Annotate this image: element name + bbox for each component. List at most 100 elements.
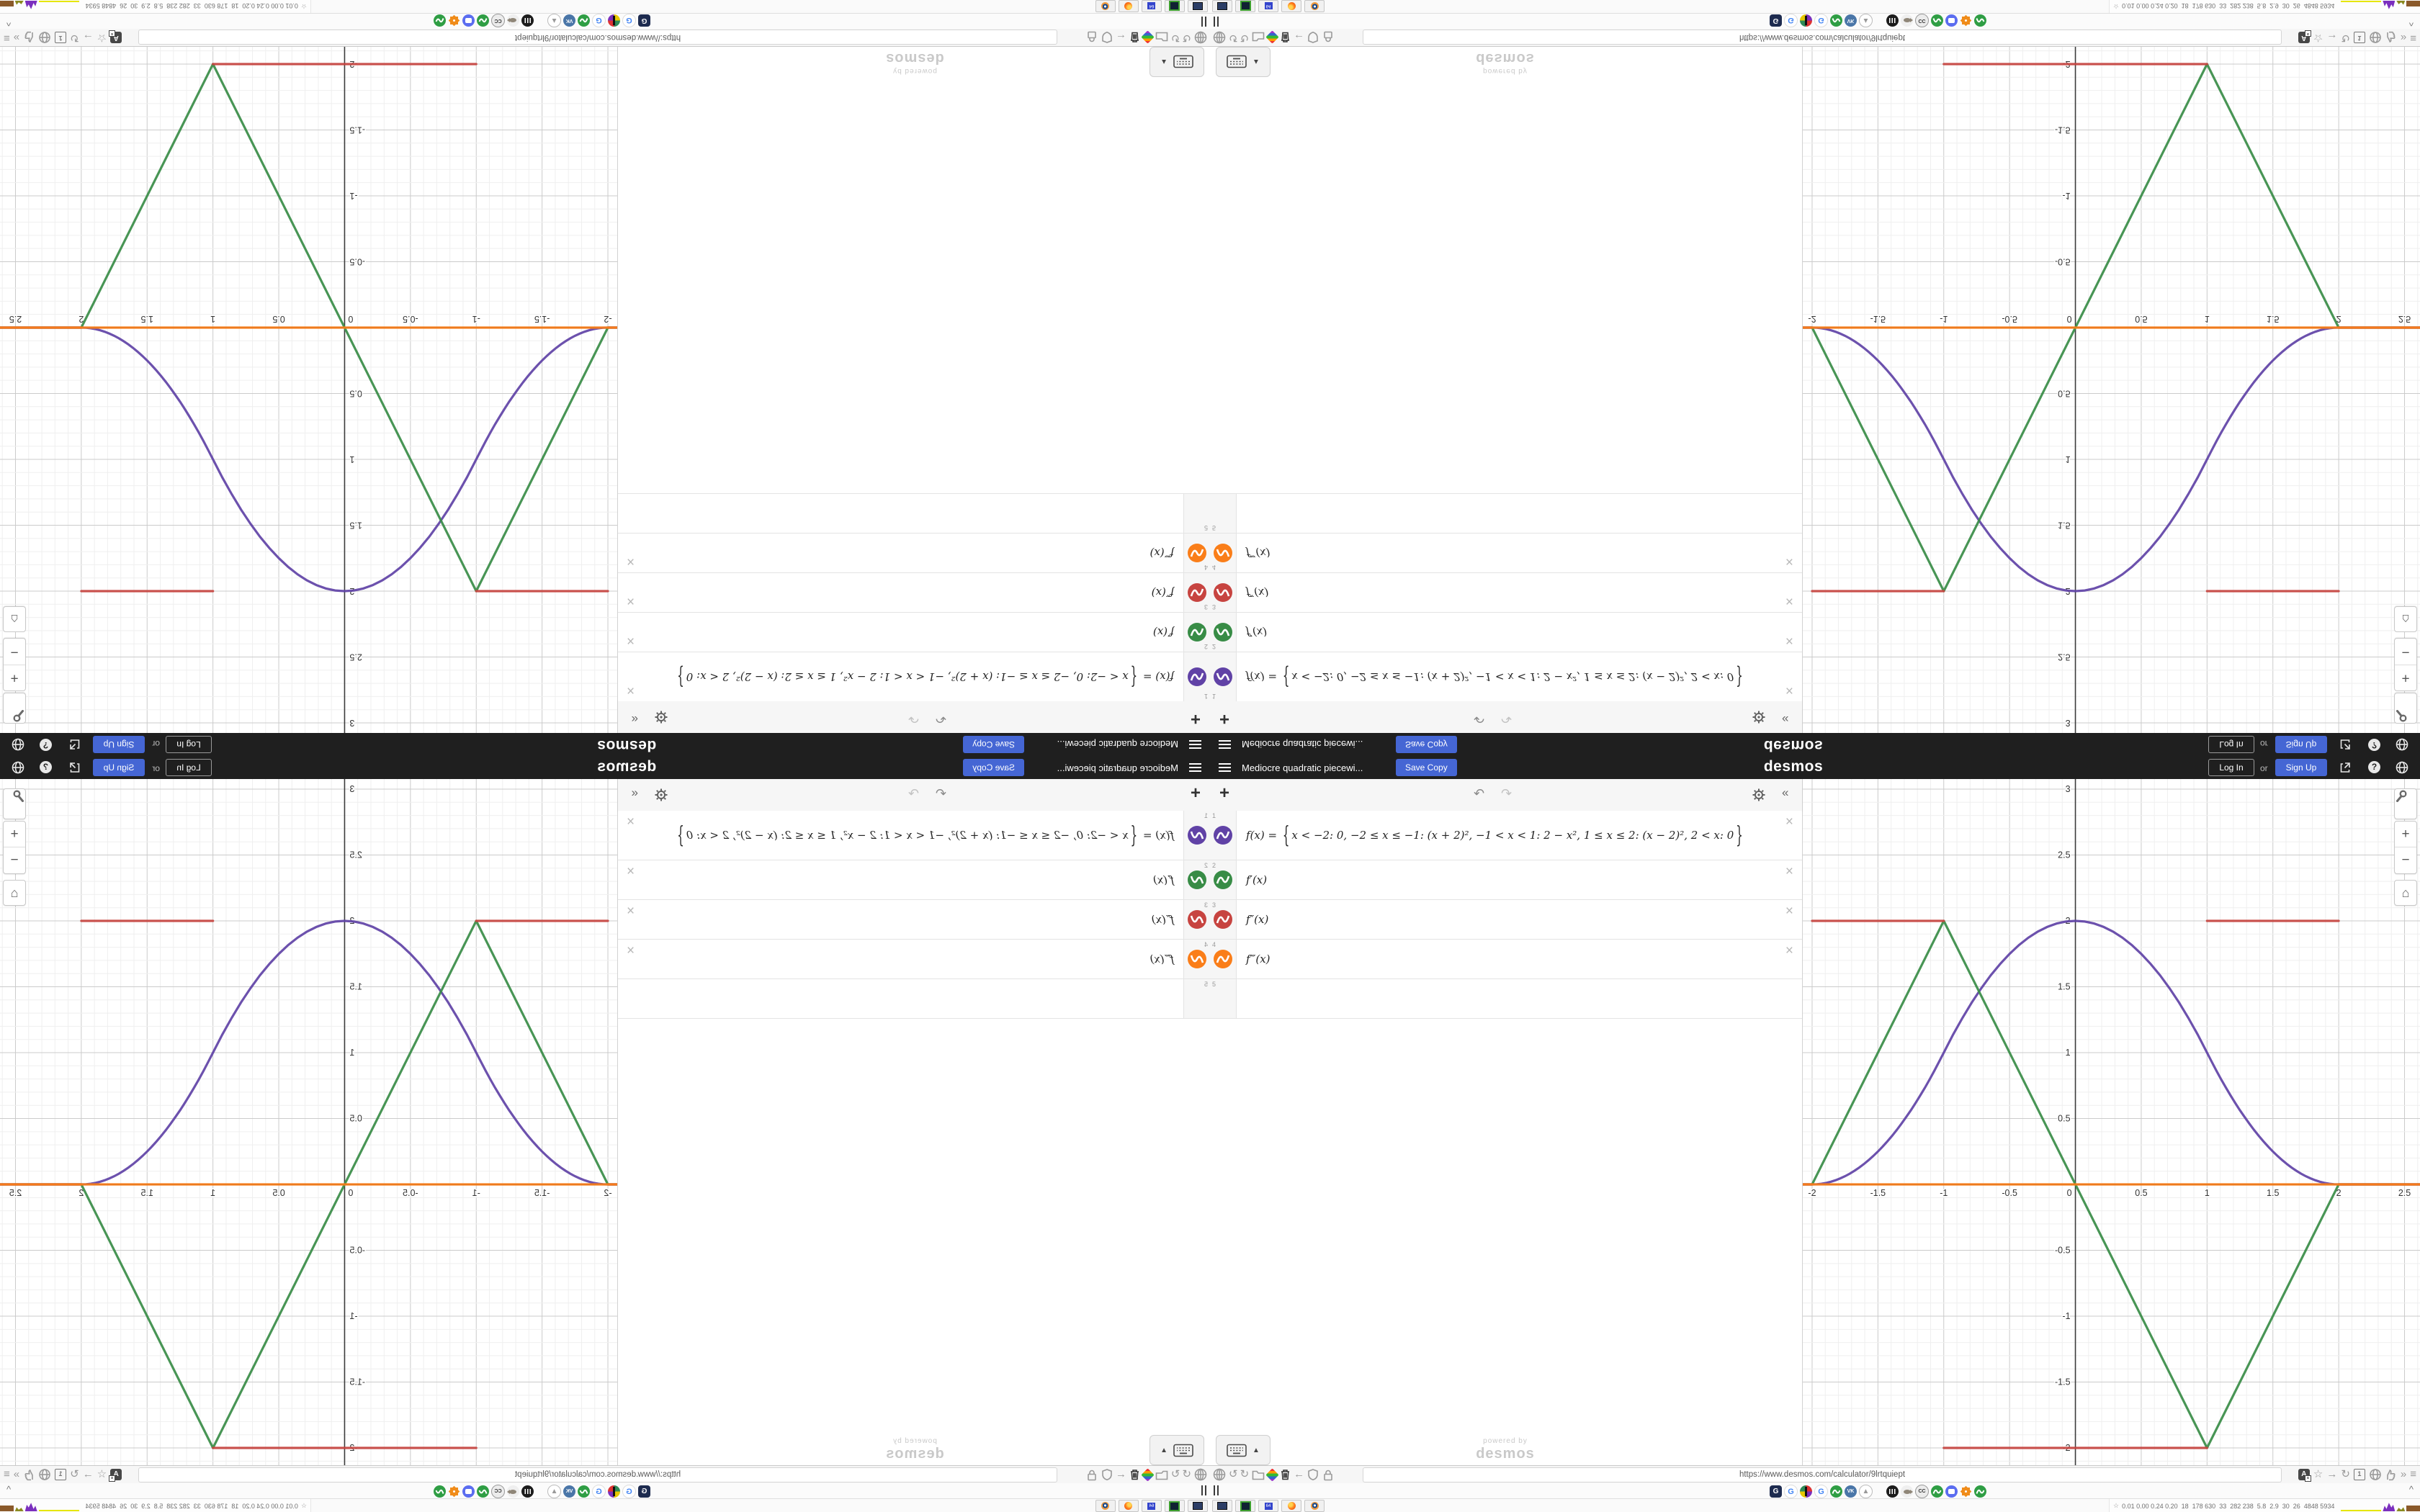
back-arrow-icon[interactable]: ←: [1294, 1468, 1305, 1480]
url-bar[interactable]: https://www.desmos.com/calculator/9lrtqu…: [138, 30, 1057, 45]
save-copy-button[interactable]: Save Copy: [963, 759, 1024, 776]
globe-icon[interactable]: [2369, 31, 2382, 44]
expression-latex[interactable]: f′(x): [1246, 626, 1268, 639]
expression-row[interactable]: 2 f′(x) ×: [1210, 612, 1802, 652]
archive-icon[interactable]: 1: [2353, 32, 2365, 43]
archive-icon[interactable]: 1: [55, 1469, 67, 1480]
save-copy-button[interactable]: Save Copy: [963, 736, 1024, 753]
menu-lines-icon[interactable]: ≡: [2410, 32, 2416, 44]
extension-icon-g-app[interactable]: G: [1770, 14, 1782, 27]
bookmark-star-icon[interactable]: ☆: [2313, 1468, 2323, 1480]
delete-expression-icon[interactable]: ×: [627, 633, 635, 648]
expression-row[interactable]: 4 f‴(x) ×: [618, 533, 1210, 572]
log-in-button[interactable]: Log In: [2208, 759, 2254, 776]
extension-icon-google[interactable]: G: [1814, 14, 1828, 27]
drag-handle-icon[interactable]: [1214, 1485, 1219, 1495]
keyboard-toggle-button[interactable]: ▲: [1150, 47, 1204, 77]
expression-gutter[interactable]: 4: [1210, 940, 1237, 978]
trash-icon[interactable]: [1279, 1468, 1291, 1481]
graph-title[interactable]: Mediocre quadratic piecewi...: [1057, 762, 1178, 773]
expression-row-empty[interactable]: 5: [1210, 979, 1802, 1019]
app-firefox[interactable]: [1281, 0, 1301, 12]
extension-icon-archive[interactable]: [1886, 14, 1899, 27]
extension-icon-desmos[interactable]: [477, 1485, 489, 1498]
expression-row[interactable]: 2 f′(x) ×: [618, 860, 1210, 900]
home-button[interactable]: ⌂: [2394, 880, 2417, 906]
shield-icon[interactable]: [1101, 31, 1113, 44]
chevrons-icon[interactable]: »: [13, 1468, 20, 1480]
redo-icon[interactable]: ↷: [908, 786, 919, 801]
expression-latex[interactable]: f‴(x): [1150, 953, 1174, 966]
expression-gutter[interactable]: 4: [1183, 534, 1210, 572]
log-in-button[interactable]: Log In: [166, 759, 212, 776]
drag-handle-icon[interactable]: [1201, 17, 1206, 27]
extension-icon-gear[interactable]: [448, 1485, 460, 1498]
add-expression-button[interactable]: +: [1219, 783, 1230, 803]
collapse-panel-icon[interactable]: «: [1782, 786, 1789, 799]
reload-icon[interactable]: ↻: [70, 32, 79, 44]
zoom-in-button[interactable]: +: [10, 827, 19, 842]
trash-icon[interactable]: [1279, 31, 1291, 44]
menu-icon[interactable]: [1219, 744, 1231, 745]
expression-row[interactable]: 4 f‴(x) ×: [1210, 940, 1802, 979]
expression-gutter[interactable]: 2: [1183, 860, 1210, 899]
expression-gutter[interactable]: 2: [1183, 613, 1210, 652]
wrench-icon[interactable]: [3, 693, 26, 724]
app-screenshot-tool[interactable]: [1212, 1500, 1232, 1512]
reload-gauge-icon[interactable]: ↻: [1170, 32, 1180, 44]
keyboard-toggle-button[interactable]: ▲: [1216, 47, 1270, 77]
delete-expression-icon[interactable]: ×: [627, 683, 635, 698]
redo-icon[interactable]: ↷: [1501, 786, 1512, 801]
curve-visibility-icon[interactable]: [1188, 870, 1206, 889]
extension-icon-color-wheel[interactable]: [608, 14, 620, 27]
curve-visibility-icon[interactable]: [1188, 950, 1206, 968]
graph-canvas[interactable]: -2-1.5-1-0.500.511.522.532.521.510.5-0.5…: [0, 47, 617, 733]
back-arrow-icon[interactable]: ←: [1115, 1468, 1126, 1480]
delete-expression-icon[interactable]: ×: [627, 593, 635, 608]
shield-icon[interactable]: [1101, 1468, 1113, 1481]
expression-row[interactable]: 3 f″(x) ×: [618, 900, 1210, 940]
add-expression-button[interactable]: +: [1190, 783, 1201, 803]
app-firefox[interactable]: [1119, 1500, 1139, 1512]
extension-icon-desmos[interactable]: [434, 14, 446, 27]
graph-canvas[interactable]: -2-1.5-1-0.500.511.522.532.521.510.5-0.5…: [0, 779, 617, 1465]
delete-expression-icon[interactable]: ×: [1785, 633, 1793, 648]
rainbow-brush-icon[interactable]: [1141, 1467, 1155, 1482]
chevrons-icon[interactable]: »: [2400, 32, 2407, 44]
thumb-up-icon[interactable]: [23, 1468, 35, 1481]
app-blender[interactable]: [1095, 1500, 1116, 1512]
curve-visibility-icon[interactable]: [1188, 623, 1206, 642]
extension-icon-chat[interactable]: [462, 1485, 475, 1498]
delete-expression-icon[interactable]: ×: [1785, 593, 1793, 608]
expression-gutter[interactable]: 3: [1183, 900, 1210, 939]
wrench-icon[interactable]: [3, 788, 26, 819]
app-blender[interactable]: [1304, 0, 1325, 12]
reload-gauge-icon[interactable]: ↻: [1240, 32, 1250, 44]
rainbow-brush-icon[interactable]: [1141, 30, 1155, 45]
reload-icon[interactable]: ↻: [2341, 1468, 2350, 1480]
thumb-up-icon[interactable]: [23, 31, 35, 44]
curve-visibility-icon[interactable]: [1188, 667, 1206, 686]
collapse-panel-icon[interactable]: «: [1782, 713, 1789, 726]
add-expression-button[interactable]: +: [1190, 709, 1201, 729]
lock-icon[interactable]: [1085, 31, 1098, 45]
drag-handle-icon[interactable]: [1201, 1485, 1206, 1495]
url-bar[interactable]: https://www.desmos.com/calculator/9lrtqu…: [1363, 1467, 2282, 1482]
extension-icon-desmos[interactable]: [434, 1485, 446, 1498]
delete-expression-icon[interactable]: ×: [1785, 554, 1793, 569]
undo-icon[interactable]: ↶: [1474, 711, 1485, 726]
home-button[interactable]: ⌂: [3, 880, 26, 906]
expression-row[interactable]: 3 f″(x) ×: [1210, 572, 1802, 612]
extension-icon-google[interactable]: G: [592, 1485, 606, 1498]
delete-expression-icon[interactable]: ×: [627, 904, 635, 919]
redo-icon[interactable]: ↷: [1501, 711, 1512, 726]
globe-icon[interactable]: [38, 1468, 51, 1481]
forward-arrow-icon[interactable]: →: [2326, 1468, 2338, 1480]
expression-gutter[interactable]: 3: [1210, 900, 1237, 939]
bookmark-star-icon[interactable]: ☆: [97, 32, 107, 44]
archive-icon[interactable]: 1: [55, 32, 67, 43]
trash-icon[interactable]: [1129, 31, 1141, 44]
